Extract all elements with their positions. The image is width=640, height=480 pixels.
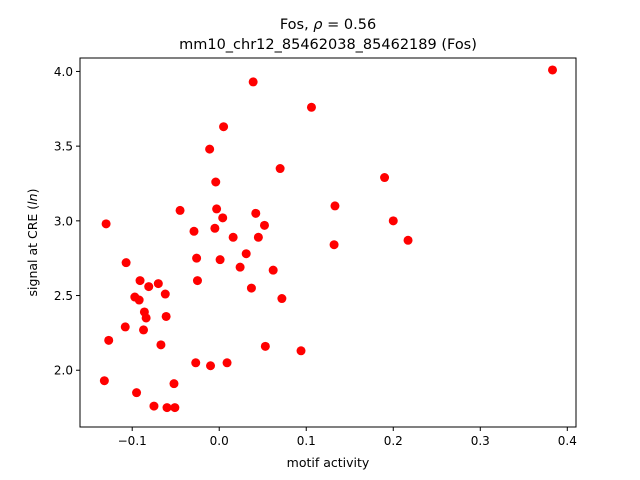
data-point bbox=[192, 276, 202, 286]
data-point bbox=[101, 219, 111, 229]
data-point bbox=[162, 403, 172, 413]
data-point bbox=[277, 294, 287, 304]
data-point bbox=[388, 216, 398, 226]
data-point bbox=[403, 235, 413, 245]
data-point bbox=[156, 340, 166, 350]
y-axis: 2.0 2.5 3.0 3.5 4.0 bbox=[54, 65, 80, 378]
data-point bbox=[170, 403, 180, 413]
data-point bbox=[212, 204, 222, 214]
data-point bbox=[135, 276, 145, 286]
data-point bbox=[235, 262, 245, 272]
data-point bbox=[99, 376, 109, 386]
data-point bbox=[306, 102, 316, 112]
x-tick-label: −0.1 bbox=[118, 434, 147, 448]
data-point bbox=[259, 220, 269, 230]
data-point bbox=[222, 358, 232, 368]
data-point bbox=[228, 232, 238, 242]
data-point bbox=[189, 226, 199, 236]
data-point bbox=[253, 232, 263, 242]
x-tick-label: 0.4 bbox=[558, 434, 577, 448]
data-point bbox=[260, 341, 270, 351]
chart-title-line2: mm10_chr12_85462038_85462189 (Fos) bbox=[179, 37, 477, 53]
chart-title-line1: Fos, ρ = 0.56 bbox=[280, 17, 376, 33]
y-tick-label: 3.0 bbox=[54, 214, 73, 228]
data-point bbox=[191, 358, 201, 368]
data-point bbox=[218, 213, 228, 223]
data-point bbox=[296, 346, 306, 356]
data-point bbox=[205, 144, 215, 154]
data-point bbox=[380, 173, 390, 183]
data-point bbox=[104, 335, 114, 345]
y-tick-label: 4.0 bbox=[54, 65, 73, 79]
data-point bbox=[134, 295, 144, 305]
data-point bbox=[192, 253, 202, 263]
data-point bbox=[149, 401, 159, 411]
data-points bbox=[99, 65, 558, 413]
data-point bbox=[215, 255, 225, 265]
data-point bbox=[268, 265, 278, 275]
data-point bbox=[144, 282, 154, 292]
data-point bbox=[251, 208, 261, 218]
data-point bbox=[153, 279, 163, 289]
x-tick-label: 0.3 bbox=[471, 434, 490, 448]
data-point bbox=[275, 164, 285, 174]
data-point bbox=[206, 361, 216, 371]
x-tick-label: 0.0 bbox=[210, 434, 229, 448]
data-point bbox=[248, 77, 258, 87]
data-point bbox=[548, 65, 558, 75]
plot-area-frame bbox=[79, 57, 577, 428]
x-axis: −0.1 0.0 0.1 0.2 0.3 0.4 bbox=[118, 427, 577, 448]
data-point bbox=[175, 205, 185, 215]
data-point bbox=[141, 313, 151, 323]
data-point bbox=[120, 322, 130, 332]
data-point bbox=[161, 311, 171, 321]
data-point bbox=[139, 325, 149, 335]
data-point bbox=[160, 289, 170, 299]
x-tick-label: 0.2 bbox=[384, 434, 403, 448]
data-point bbox=[329, 240, 339, 250]
y-axis-label: signal at CRE (ln) bbox=[25, 189, 40, 297]
data-point bbox=[211, 177, 221, 187]
y-tick-label: 3.5 bbox=[54, 140, 73, 154]
x-axis-label: motif activity bbox=[287, 455, 370, 470]
x-tick-label: 0.1 bbox=[297, 434, 316, 448]
data-point bbox=[241, 249, 251, 259]
data-point bbox=[121, 258, 131, 268]
y-tick-label: 2.5 bbox=[54, 289, 73, 303]
data-point bbox=[210, 223, 220, 233]
y-tick-label: 2.0 bbox=[54, 364, 73, 378]
data-point bbox=[132, 388, 142, 398]
data-point bbox=[330, 201, 340, 211]
data-point bbox=[246, 283, 256, 293]
data-point bbox=[219, 122, 229, 132]
data-point bbox=[169, 379, 179, 389]
